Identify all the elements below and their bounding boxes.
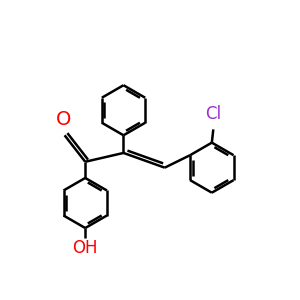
Text: Cl: Cl [205, 106, 221, 124]
Text: O: O [56, 110, 71, 129]
Text: OH: OH [73, 239, 98, 257]
